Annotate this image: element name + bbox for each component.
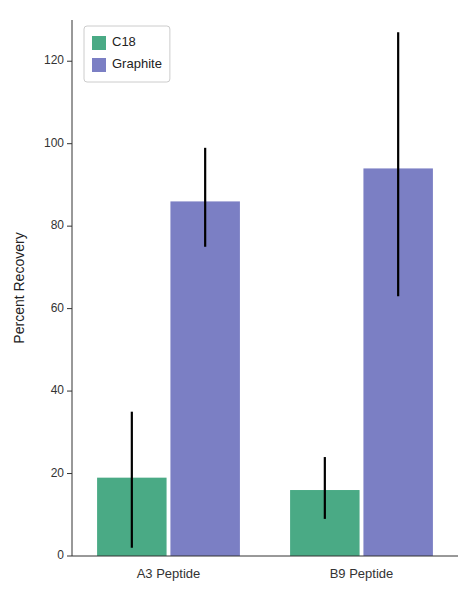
legend-swatch (92, 58, 106, 72)
axis-line (72, 556, 458, 557)
legend-box (84, 26, 170, 82)
tick-label: 20 (51, 466, 65, 480)
tick (67, 226, 72, 227)
chart-container: 0 20 40 60 80 100 120 Percent Recovery A3 Peptid… (0, 0, 474, 602)
tick (67, 143, 72, 144)
x-axis: A3 Peptide B9 Peptide (72, 556, 458, 581)
tick-label: 40 (51, 383, 65, 397)
tick (67, 308, 72, 309)
tick-label: 60 (51, 301, 65, 315)
error-bar (131, 412, 133, 548)
legend: C18 Graphite (84, 26, 170, 82)
tick (67, 391, 72, 392)
y-axis: 0 20 40 60 80 100 120 (44, 20, 72, 562)
tick-label: A3 Peptide (137, 566, 201, 581)
legend-swatch (92, 36, 106, 50)
legend-label: Graphite (112, 56, 162, 71)
tick (67, 556, 72, 557)
error-bars (132, 412, 325, 548)
bar (170, 201, 239, 556)
axis-line (72, 20, 73, 556)
error-bar (397, 32, 399, 296)
axis-title: Percent Recovery (11, 232, 27, 343)
tick-label: 80 (51, 218, 65, 232)
plot-area (97, 32, 433, 556)
tick-label: 120 (44, 53, 64, 67)
tick-label: B9 Peptide (330, 566, 394, 581)
error-bars (205, 32, 398, 296)
tick-label: 100 (44, 136, 64, 150)
tick (67, 473, 72, 474)
tick (67, 61, 72, 62)
chart: 0 20 40 60 80 100 120 Percent Recovery A3 Peptid… (0, 0, 474, 602)
error-bar (324, 457, 326, 519)
error-bar (204, 148, 206, 247)
tick-label: 0 (57, 548, 64, 562)
series (170, 168, 432, 556)
legend-label: C18 (112, 34, 136, 49)
